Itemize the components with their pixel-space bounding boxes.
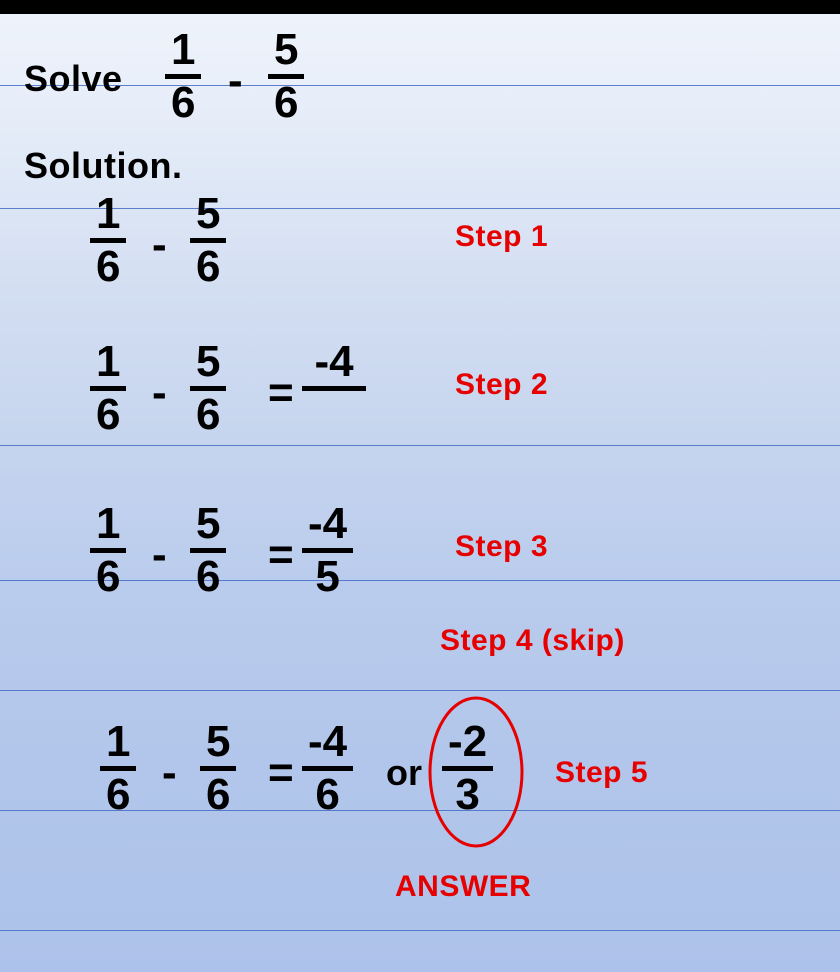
step1-fraction-a: 1 6: [90, 192, 126, 289]
step2-fraction-a: 1 6: [90, 340, 126, 437]
fraction-numerator: 5: [190, 340, 226, 386]
fraction-numerator: -4: [302, 720, 353, 766]
fraction-numerator: -4: [308, 340, 359, 386]
step3-fraction-b: 5 6: [190, 502, 226, 599]
step3-result-fraction: -4 5: [302, 502, 353, 599]
step2-result-fraction: -4: [302, 340, 366, 435]
fraction-numerator: 1: [165, 28, 201, 74]
step5-label: Step 5: [555, 756, 648, 790]
fraction-numerator: 1: [90, 340, 126, 386]
fraction-denominator: 6: [190, 391, 226, 437]
fraction-denominator: 6: [190, 553, 226, 599]
fraction-denominator: 6: [100, 771, 136, 817]
fraction-numerator: 5: [200, 720, 236, 766]
step1-label: Step 1: [455, 220, 548, 254]
solution-label: Solution.: [24, 145, 182, 187]
word-or: or: [386, 752, 422, 794]
fraction-denominator: [328, 391, 340, 435]
fraction-denominator: 6: [90, 391, 126, 437]
operator-minus: -: [162, 748, 177, 798]
step3-label: Step 3: [455, 530, 548, 564]
fraction-numerator: -4: [302, 502, 353, 548]
answer-label: ANSWER: [395, 870, 531, 904]
fraction-numerator: 1: [100, 720, 136, 766]
fraction-denominator: 6: [309, 771, 345, 817]
solve-label: Solve: [24, 58, 123, 100]
step2-fraction-b: 5 6: [190, 340, 226, 437]
answer-circle: [418, 692, 538, 852]
worksheet-content: Solve 1 6 - 5 6 Solution. 1 6 - 5 6 Step…: [0, 0, 840, 972]
fraction-denominator: 6: [190, 243, 226, 289]
fraction-denominator: 5: [309, 553, 345, 599]
operator-minus: -: [228, 56, 243, 106]
step5-result-fraction: -4 6: [302, 720, 353, 817]
step5-fraction-b: 5 6: [200, 720, 236, 817]
fraction-numerator: 5: [268, 28, 304, 74]
step4-label: Step 4 (skip): [440, 624, 625, 658]
step5-fraction-a: 1 6: [100, 720, 136, 817]
step1-fraction-b: 5 6: [190, 192, 226, 289]
fraction-numerator: 5: [190, 192, 226, 238]
operator-minus: -: [152, 220, 167, 270]
problem-fraction-b: 5 6: [268, 28, 304, 125]
fraction-denominator: 6: [200, 771, 236, 817]
operator-equals: =: [268, 530, 294, 580]
fraction-denominator: 6: [90, 243, 126, 289]
fraction-numerator: 1: [90, 192, 126, 238]
operator-equals: =: [268, 748, 294, 798]
step2-label: Step 2: [455, 368, 548, 402]
operator-equals: =: [268, 368, 294, 418]
fraction-numerator: 1: [90, 502, 126, 548]
step3-fraction-a: 1 6: [90, 502, 126, 599]
operator-minus: -: [152, 530, 167, 580]
fraction-denominator: 6: [90, 553, 126, 599]
fraction-denominator: 6: [268, 79, 304, 125]
fraction-denominator: 6: [165, 79, 201, 125]
fraction-numerator: 5: [190, 502, 226, 548]
problem-fraction-a: 1 6: [165, 28, 201, 125]
operator-minus: -: [152, 368, 167, 418]
